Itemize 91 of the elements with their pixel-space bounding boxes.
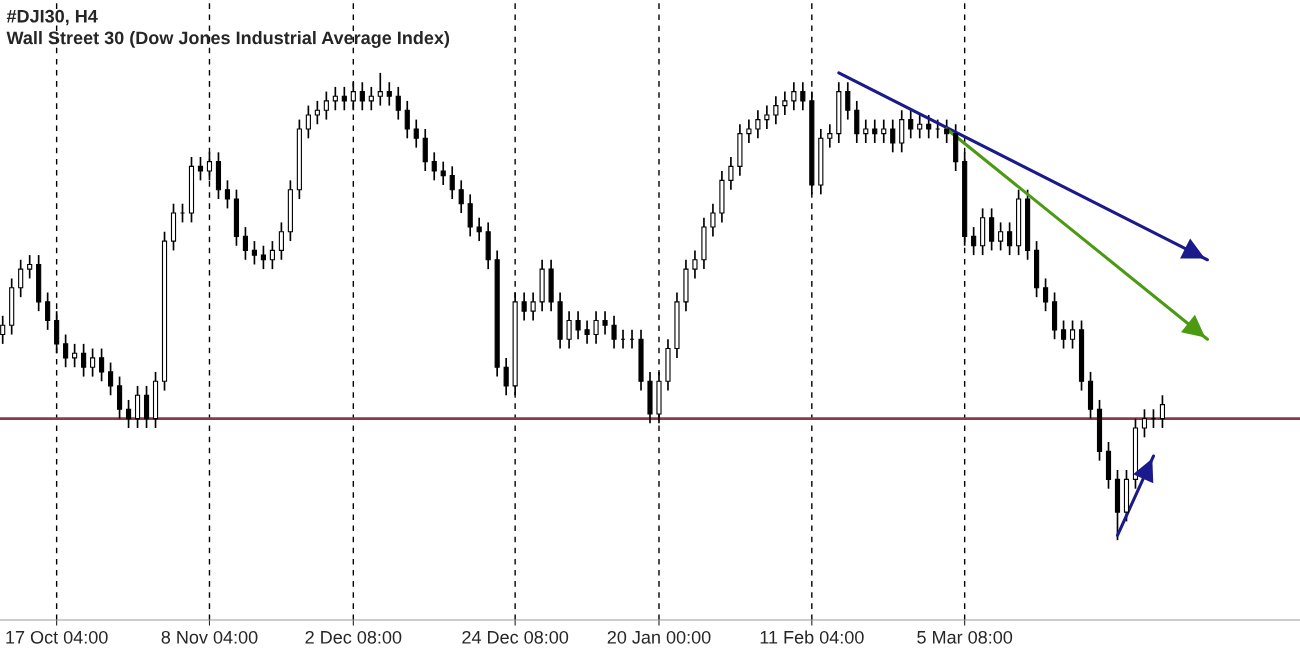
candlestick: [845, 81, 851, 121]
x-tick-label: 17 Oct 04:00: [6, 630, 108, 644]
chart-title: #DJI30, H4: [6, 9, 98, 26]
candlestick: [395, 86, 401, 121]
candlestick: [1069, 319, 1076, 350]
candlestick: [108, 361, 114, 397]
candlestick: [1007, 221, 1013, 256]
candlestick: [998, 221, 1004, 252]
candlestick: [584, 319, 590, 345]
candlestick: [602, 310, 608, 336]
candlestick: [368, 86, 374, 112]
candlestick: [251, 240, 258, 266]
candlestick: [575, 310, 581, 341]
x-tick-label: 5 Mar 08:00: [917, 630, 1013, 644]
candlestick: [341, 86, 347, 112]
candlestick: [800, 81, 806, 112]
x-tick-label: 20 Jan 00:00: [607, 630, 711, 644]
candlestick: [99, 347, 105, 383]
candlestick: [269, 240, 275, 270]
candlestick: [125, 399, 132, 429]
candlestick: [908, 109, 914, 140]
candlestick: [377, 72, 383, 107]
candlestick: [530, 291, 536, 322]
candlestick: [1042, 277, 1049, 313]
chart-subtitle: Wall Street 30 (Dow Jones Industrial Average Index): [6, 31, 450, 48]
x-tick-label: 24 Dec 08:00: [462, 630, 569, 644]
candlestick: [692, 249, 698, 280]
candlestick: [746, 118, 752, 144]
candlestick: [116, 375, 123, 420]
candlestick: [260, 244, 266, 270]
candlestick: [359, 81, 365, 112]
candlestick: [611, 315, 617, 350]
candlestick: [773, 95, 779, 126]
candlestick: [90, 347, 96, 378]
candlestick: [566, 310, 572, 350]
candlestick: [467, 193, 473, 238]
candlestick: [197, 156, 204, 182]
x-tick-label: 2 Dec 08:00: [305, 630, 402, 644]
candlestick: [764, 104, 770, 130]
candlestick: [440, 160, 446, 186]
candlestick: [323, 90, 329, 121]
candlestick: [890, 118, 896, 154]
candlestick: [422, 128, 428, 172]
candlestick: [63, 333, 69, 369]
candlestick: [503, 357, 509, 397]
candlestick: [27, 254, 33, 280]
candlestick: [1060, 319, 1067, 350]
candlestick: [278, 221, 284, 261]
candlestick: [54, 310, 60, 355]
candlestick: [755, 109, 761, 140]
candlestick: [944, 118, 950, 144]
candlestick: [143, 385, 150, 429]
x-tick-label: 8 Nov 04:00: [161, 630, 258, 644]
candlestick: [332, 86, 338, 112]
candlestick: [476, 216, 482, 242]
candlestick: [521, 291, 527, 322]
candlestick: [45, 291, 51, 331]
candlestick: [881, 118, 887, 144]
candlestick: [224, 179, 231, 210]
candlestick: [791, 81, 797, 112]
candlestick: [917, 114, 923, 140]
candlestick: [134, 385, 141, 429]
candlestick: [971, 226, 977, 256]
candlestick: [81, 343, 87, 378]
candlestick: [404, 100, 410, 140]
candlestick: [386, 81, 392, 107]
candlestick: [431, 151, 437, 182]
candlestick: [872, 118, 878, 144]
candlestick: [0, 315, 6, 345]
candlestick: [782, 90, 788, 116]
candlestick: [989, 207, 995, 252]
candlestick: [18, 258, 24, 298]
candlestick: [926, 114, 932, 140]
candlestick: [854, 100, 860, 144]
candlestick: [458, 179, 464, 214]
candlestick: [710, 202, 716, 238]
candlestick: [314, 100, 320, 126]
candlestick: [242, 226, 249, 261]
candlestick: [1141, 408, 1148, 439]
x-tick-label: 11 Feb 04:00: [760, 630, 864, 644]
candlestick: [728, 156, 734, 191]
candlestick: [1159, 394, 1166, 429]
candlestick: [305, 104, 311, 140]
candlestick: [449, 165, 455, 200]
candlestick: [413, 118, 419, 149]
candlestick: [179, 202, 186, 224]
candlestick: [899, 109, 905, 154]
candlestick: [593, 310, 599, 345]
candlestick: [72, 343, 78, 369]
candlestick: [863, 118, 869, 144]
candlestick: [827, 123, 833, 149]
